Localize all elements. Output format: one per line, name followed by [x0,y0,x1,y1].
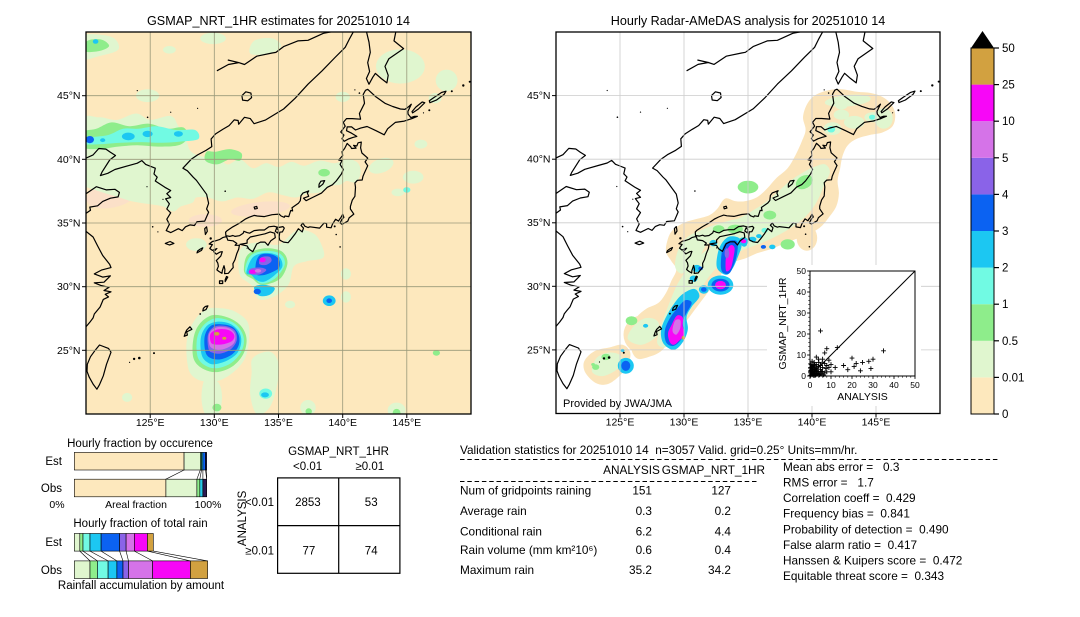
svg-text:20: 20 [797,329,807,339]
svg-text:Conditional rain: Conditional rain [460,525,542,539]
svg-text:0.2: 0.2 [715,504,731,518]
svg-text:45°N: 45°N [57,90,80,102]
svg-text:100%: 100% [195,499,222,511]
svg-text:0.3: 0.3 [636,504,653,518]
svg-text:Hourly fraction by occurence: Hourly fraction by occurence [67,438,213,450]
svg-text:6.2: 6.2 [636,525,652,539]
svg-text:Rainfall accumulation by amoun: Rainfall accumulation by amount [58,580,225,592]
svg-text:0: 0 [1002,409,1008,421]
svg-text:30°N: 30°N [527,281,550,293]
svg-text:ANALYSIS: ANALYSIS [237,490,249,546]
svg-text:130°E: 130°E [670,417,699,429]
svg-text:1: 1 [1002,299,1008,311]
svg-text:ANALYSIS: ANALYSIS [603,463,660,477]
svg-text:135°E: 135°E [734,417,763,429]
svg-text:GSMAP_NRT_1HR: GSMAP_NRT_1HR [777,277,789,369]
svg-text:50: 50 [797,266,807,276]
svg-text:Validation statistics for 2025: Validation statistics for 20251010 14 n=… [460,443,857,457]
svg-text:30°N: 30°N [57,281,80,293]
svg-text:RMS error = 1.7: RMS error = 1.7 [783,476,874,490]
svg-text:125°E: 125°E [136,417,165,429]
svg-text:<0.01: <0.01 [293,461,322,473]
svg-text:145°E: 145°E [392,417,421,429]
svg-text:Frequency bias = 0.841: Frequency bias = 0.841 [783,507,910,521]
svg-text:0: 0 [801,371,806,381]
svg-text:127: 127 [711,484,731,498]
svg-text:0.4: 0.4 [715,543,732,557]
svg-text:140°E: 140°E [798,417,827,429]
svg-text:77: 77 [303,546,316,558]
svg-text:GSMAP_NRT_1HR estimates for 20: GSMAP_NRT_1HR estimates for 20251010 14 [147,14,410,28]
svg-text:0.6: 0.6 [636,543,653,557]
svg-text:False alarm ratio = 0.417: False alarm ratio = 0.417 [783,538,917,552]
svg-text:<0.01: <0.01 [245,497,274,509]
svg-text:Num of gridpoints raining: Num of gridpoints raining [460,484,591,498]
svg-text:10: 10 [797,350,807,360]
svg-text:Average rain: Average rain [460,504,527,518]
svg-text:5: 5 [1002,153,1008,165]
svg-text:35°N: 35°N [57,218,80,230]
svg-text:Probability of detection = 0.: Probability of detection = 0.490 [783,522,949,536]
svg-text:Hourly fraction of total rain: Hourly fraction of total rain [73,518,207,530]
svg-text:135°E: 135°E [264,417,293,429]
svg-text:40: 40 [797,287,807,297]
svg-text:Correlation coeff = 0.429: Correlation coeff = 0.429 [783,491,916,505]
svg-text:0.5: 0.5 [1002,336,1018,348]
svg-text:Maximum rain: Maximum rain [460,563,534,577]
svg-text:25°N: 25°N [527,344,550,356]
svg-text:4: 4 [1002,189,1009,201]
svg-text:≥0.01: ≥0.01 [355,461,384,473]
svg-text:50: 50 [1002,43,1015,55]
svg-text:Obs: Obs [41,483,62,495]
svg-text:30: 30 [797,308,807,318]
svg-text:Est: Est [45,456,62,468]
svg-text:20: 20 [847,380,857,390]
svg-text:45°N: 45°N [527,90,550,102]
svg-text:Areal fraction: Areal fraction [105,499,167,511]
svg-text:Rain volume (mm km²10⁶): Rain volume (mm km²10⁶) [460,543,597,557]
svg-text:125°E: 125°E [606,417,635,429]
svg-text:Obs: Obs [41,565,62,577]
svg-text:10: 10 [826,380,836,390]
svg-text:0%: 0% [49,499,64,511]
svg-text:Hourly Radar-AMeDAS analysis f: Hourly Radar-AMeDAS analysis for 2025101… [611,14,885,28]
svg-text:53: 53 [365,497,378,509]
svg-text:3: 3 [1002,226,1008,238]
svg-text:GSMAP_NRT_1HR: GSMAP_NRT_1HR [288,446,389,458]
svg-text:130°E: 130°E [200,417,229,429]
svg-text:ANALYSIS: ANALYSIS [837,391,888,403]
svg-text:30: 30 [868,380,878,390]
svg-text:35°N: 35°N [527,217,550,229]
svg-text:Mean abs error = 0.3: Mean abs error = 0.3 [783,460,900,474]
svg-text:25°N: 25°N [57,345,80,357]
svg-text:2: 2 [1002,263,1008,275]
svg-text:151: 151 [632,484,652,498]
svg-text:2853: 2853 [295,497,321,509]
svg-text:40°N: 40°N [527,154,550,166]
svg-text:34.2: 34.2 [708,563,731,577]
svg-text:0: 0 [808,380,813,390]
svg-text:50: 50 [910,380,920,390]
svg-text:145°E: 145°E [862,417,891,429]
svg-text:Est: Est [45,537,62,549]
svg-text:74: 74 [365,546,378,558]
svg-text:≥0.01: ≥0.01 [245,546,274,558]
svg-text:GSMAP_NRT_1HR: GSMAP_NRT_1HR [662,463,765,477]
svg-text:35.2: 35.2 [629,563,652,577]
svg-text:25: 25 [1002,80,1015,92]
svg-text:140°E: 140°E [328,417,357,429]
svg-text:40°N: 40°N [57,154,80,166]
svg-text:0.01: 0.01 [1002,372,1024,384]
svg-text:40: 40 [889,380,899,390]
svg-text:4.4: 4.4 [715,525,732,539]
svg-text:Equitable threat score = 0.34: Equitable threat score = 0.343 [783,569,944,583]
svg-text:Provided by JWA/JMA: Provided by JWA/JMA [563,398,673,410]
svg-text:10: 10 [1002,116,1015,128]
svg-text:Hanssen & Kuipers score = 0.4: Hanssen & Kuipers score = 0.472 [783,554,962,568]
